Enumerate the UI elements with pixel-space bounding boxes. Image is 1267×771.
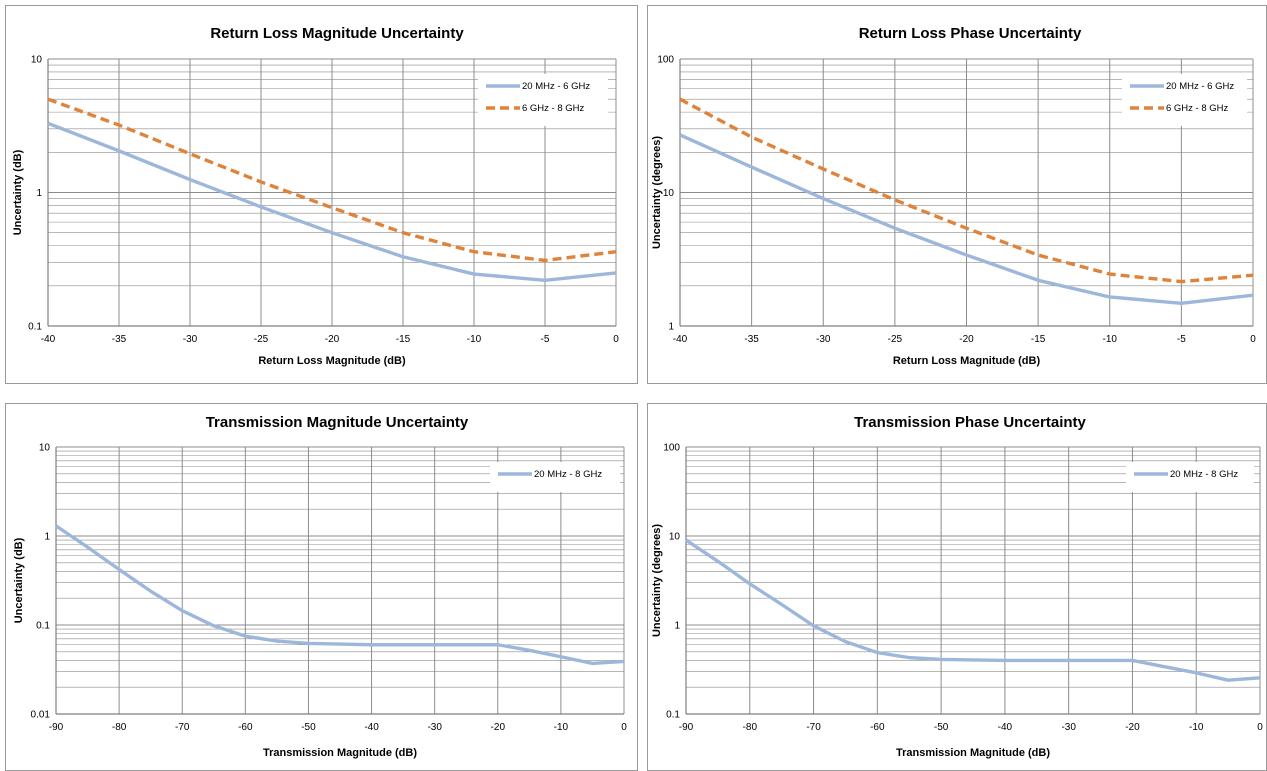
- x-tick-label: -40: [998, 722, 1013, 733]
- legend-box: [1122, 74, 1247, 126]
- x-tick-label: -10: [1189, 722, 1204, 733]
- x-tick-label: -40: [673, 334, 688, 345]
- chart-title: Transmission Phase Uncertainty: [854, 414, 1086, 431]
- y-axis-label: Uncertainty (dB): [13, 537, 25, 623]
- legend-entry-label: 20 MHz - 6 GHz: [1166, 81, 1234, 92]
- y-tick-label: 0.1: [666, 710, 680, 721]
- x-tick-label: -80: [743, 722, 758, 733]
- legend-entry-label: 20 MHz - 6 GHz: [522, 81, 590, 92]
- chart-svg-transmission-phase: -90 -80 -70 -60 -50 -40 -30 -20 -10 0 0.1 1 10 100 Tra…: [651, 414, 1263, 759]
- y-tick-label: 100: [663, 443, 680, 454]
- legend-entry-label: 6 GHz - 8 GHz: [522, 103, 585, 114]
- legend-box: [478, 74, 608, 126]
- y-tick-label: 1: [36, 188, 42, 199]
- x-tick-label: -90: [49, 722, 64, 733]
- x-tick-label: -10: [1103, 334, 1118, 345]
- x-tick-label: -50: [934, 722, 949, 733]
- y-tick-label: 10: [39, 443, 51, 454]
- x-tick-label: 0: [613, 334, 619, 345]
- x-tick-label: -50: [301, 722, 316, 733]
- x-tick-label: -25: [254, 334, 269, 345]
- chart-title: Transmission Magnitude Uncertainty: [206, 414, 469, 431]
- y-tick-label: 10: [663, 188, 675, 199]
- x-tick-label: 0: [621, 722, 627, 733]
- series-line-first: [47, 121, 617, 282]
- x-tick-label: -80: [112, 722, 127, 733]
- x-tick-label: -20: [491, 722, 506, 733]
- x-tick-label: -30: [183, 334, 198, 345]
- x-tick-label: -35: [744, 334, 759, 345]
- series-line-second: [47, 97, 617, 263]
- chart-panel-transmission-phase: -90 -80 -70 -60 -50 -40 -30 -20 -10 0 0.1 1 10 100 Tra…: [647, 403, 1267, 771]
- y-tick-label: 100: [657, 55, 674, 66]
- x-tick-label: -60: [870, 722, 885, 733]
- x-tick-label: -10: [554, 722, 569, 733]
- y-axis-label: Uncertainty (degrees): [651, 524, 663, 637]
- chart-title: Return Loss Magnitude Uncertainty: [210, 25, 464, 42]
- legend-box: [490, 462, 620, 492]
- x-tick-label: -30: [816, 334, 831, 345]
- chart-svg-transmission-magnitude: -90 -80 -70 -60 -50 -40 -30 -20 -10 0 0.01 0.1 1 10 Tr…: [13, 414, 627, 759]
- legend-entry-label: 20 MHz - 8 GHz: [1170, 469, 1238, 480]
- gridlines-transmission-phase: [685, 446, 1261, 715]
- x-tick-label: -20: [959, 334, 974, 345]
- x-tick-label: -25: [888, 334, 903, 345]
- chart-panel-transmission-magnitude: -90 -80 -70 -60 -50 -40 -30 -20 -10 0 0.01 0.1 1 10 Tr…: [5, 403, 638, 771]
- x-axis-label: Transmission Magnitude (dB): [896, 747, 1050, 759]
- x-tick-label: -5: [541, 334, 550, 345]
- chart-panel-return-loss-magnitude: -40 -35 -30 -25 -20 -15 -10 -5 0 0.1 1 10 Return Los…: [5, 5, 638, 384]
- chart-title: Return Loss Phase Uncertainty: [859, 25, 1082, 42]
- y-tick-label: 1: [674, 621, 680, 632]
- x-tick-label: -40: [364, 722, 379, 733]
- x-tick-label: -20: [1125, 722, 1140, 733]
- chart-panel-return-loss-phase: -40 -35 -30 -25 -20 -15 -10 -5 0 1 10 100 Return Los…: [647, 5, 1267, 384]
- x-tick-label: -70: [806, 722, 821, 733]
- x-tick-label: -40: [41, 334, 56, 345]
- x-tick-label: -10: [467, 334, 482, 345]
- x-tick-label: -30: [427, 722, 442, 733]
- y-tick-label: 1: [668, 322, 674, 333]
- x-tick-label: 0: [1250, 334, 1256, 345]
- y-tick-label: 0.1: [28, 322, 42, 333]
- y-axis-label: Uncertainty (degrees): [651, 136, 663, 249]
- gridlines-transmission-magnitude: [55, 446, 625, 715]
- x-tick-label: -35: [112, 334, 127, 345]
- x-tick-label: -15: [396, 334, 411, 345]
- y-tick-label: 0.01: [31, 710, 51, 721]
- y-tick-label: 10: [31, 55, 43, 66]
- series-line-first: [55, 524, 625, 666]
- series-line-first: [685, 538, 1261, 682]
- legend-entry-label: 20 MHz - 8 GHz: [534, 469, 602, 480]
- legend-entry-label: 6 GHz - 8 GHz: [1166, 103, 1229, 114]
- legend-box: [1126, 462, 1254, 492]
- x-tick-label: -15: [1031, 334, 1046, 345]
- y-tick-label: 10: [669, 532, 681, 543]
- series-line-second: [679, 97, 1254, 284]
- x-tick-label: -20: [325, 334, 340, 345]
- x-tick-label: -60: [238, 722, 253, 733]
- series-line-first: [679, 133, 1254, 305]
- y-axis-label: Uncertainty (dB): [12, 149, 24, 235]
- chart-svg-return-loss-magnitude: -40 -35 -30 -25 -20 -15 -10 -5 0 0.1 1 10 Return Los…: [12, 25, 619, 367]
- x-axis-label: Transmission Magnitude (dB): [263, 747, 417, 759]
- chart-svg-return-loss-phase: -40 -35 -30 -25 -20 -15 -10 -5 0 1 10 100 Return Los…: [651, 25, 1256, 367]
- x-axis-label: Return Loss Magnitude (dB): [893, 355, 1041, 367]
- x-axis-label: Return Loss Magnitude (dB): [258, 355, 406, 367]
- x-tick-label: -30: [1061, 722, 1076, 733]
- x-tick-label: 0: [1257, 722, 1263, 733]
- x-tick-label: -70: [175, 722, 190, 733]
- x-tick-label: -5: [1177, 334, 1186, 345]
- y-tick-label: 0.1: [36, 621, 50, 632]
- y-tick-label: 1: [44, 532, 50, 543]
- x-tick-label: -90: [679, 722, 694, 733]
